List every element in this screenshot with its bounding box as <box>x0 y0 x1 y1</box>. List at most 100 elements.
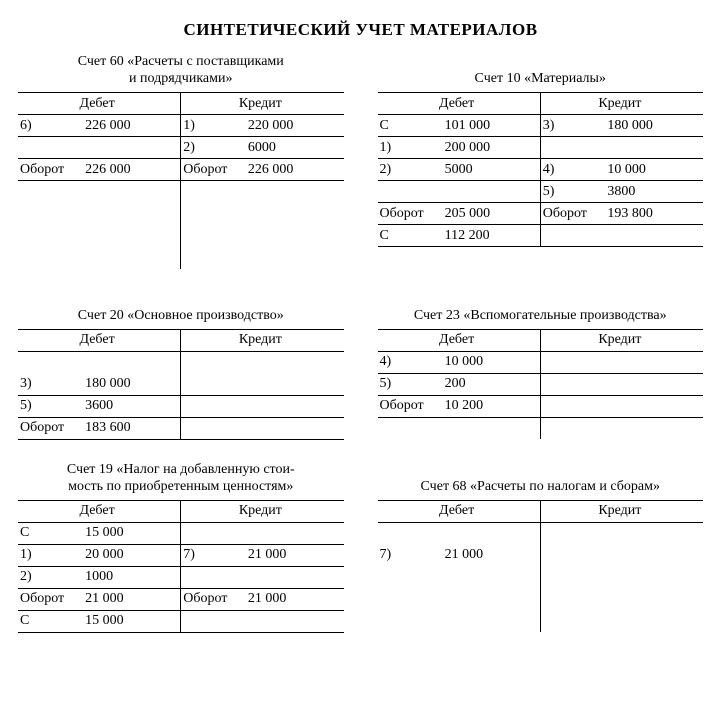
cell-amt <box>83 137 181 159</box>
cell-amt: 3600 <box>83 395 181 417</box>
cell-amt <box>246 373 344 395</box>
account-10-title: Счет 10 «Материалы» <box>378 54 704 88</box>
cell-lbl: 3) <box>540 115 605 137</box>
cell-amt <box>605 395 703 417</box>
account-60-table: Дебет Кредит 6) 226 000 1) 220 000 2) 60… <box>18 92 344 269</box>
credit-header: Кредит <box>181 93 344 115</box>
turnover-lbl: Оборот <box>540 203 605 225</box>
cell-amt <box>83 351 181 373</box>
debit-header: Дебет <box>18 329 181 351</box>
cell-amt <box>605 544 703 566</box>
cell-lbl: 7) <box>378 544 443 566</box>
turnover-lbl: Оборот <box>18 588 83 610</box>
cell-lbl: 1) <box>18 544 83 566</box>
cell-lbl <box>378 522 443 544</box>
turnover-amt: 226 000 <box>83 159 181 181</box>
cell-amt <box>246 610 344 632</box>
cell-amt <box>246 522 344 544</box>
cell-lbl <box>540 225 605 247</box>
turnover-amt: 21 000 <box>83 588 181 610</box>
cell-lbl: 3) <box>18 373 83 395</box>
balance-amt: 15 000 <box>83 610 181 632</box>
turnover-lbl: Оборот <box>18 417 83 439</box>
cell-amt <box>605 522 703 544</box>
turnover-lbl: Оборот <box>181 588 246 610</box>
cell-lbl: С <box>18 522 83 544</box>
cell-amt: 1000 <box>83 566 181 588</box>
turnover-amt: 21 000 <box>246 588 344 610</box>
cell-amt: 21 000 <box>246 544 344 566</box>
account-10-table: Дебет Кредит С 101 000 3) 180 000 1) 200… <box>378 92 704 247</box>
debit-header: Дебет <box>378 329 541 351</box>
debit-header: Дебет <box>378 93 541 115</box>
account-60-title: Счет 60 «Расчеты с поставщиками и подряд… <box>18 54 344 88</box>
turnover-amt: 193 800 <box>605 203 703 225</box>
account-68: Счет 68 «Расчеты по налогам и сборам» Де… <box>378 462 704 633</box>
cell-amt <box>443 522 541 544</box>
cell-lbl <box>181 417 246 439</box>
turnover-amt: 183 600 <box>83 417 181 439</box>
cell-lbl <box>540 544 605 566</box>
cell-amt <box>605 225 703 247</box>
credit-header: Кредит <box>181 500 344 522</box>
cell-lbl: 5) <box>540 181 605 203</box>
account-19: Счет 19 «Налог на добавленную стои- мост… <box>18 462 344 633</box>
account-23-title: Счет 23 «Вспомогательные производства» <box>378 291 704 325</box>
cell-amt: 101 000 <box>443 115 541 137</box>
cell-amt: 200 <box>443 373 541 395</box>
cell-amt: 226 000 <box>83 115 181 137</box>
cell-amt: 220 000 <box>246 115 344 137</box>
cell-lbl <box>181 395 246 417</box>
cell-amt: 3800 <box>605 181 703 203</box>
cell-lbl <box>18 351 83 373</box>
cell-lbl: 1) <box>378 137 443 159</box>
balance-lbl: С <box>378 225 443 247</box>
cell-amt <box>246 395 344 417</box>
cell-lbl <box>540 373 605 395</box>
cell-lbl: С <box>378 115 443 137</box>
account-19-table: Дебет Кредит С 15 000 1) 20 000 7) 21 00… <box>18 500 344 633</box>
account-10: Счет 10 «Материалы» Дебет Кредит С 101 0… <box>378 54 704 247</box>
turnover-lbl: Оборот <box>181 159 246 181</box>
cell-amt: 10 000 <box>443 351 541 373</box>
account-68-table: Дебет Кредит 7) 21 000 <box>378 500 704 633</box>
turnover-amt: 205 000 <box>443 203 541 225</box>
account-19-title: Счет 19 «Налог на добавленную стои- мост… <box>18 462 344 496</box>
account-20-table: Дебет Кредит 3) 180 000 5) 3600 <box>18 329 344 440</box>
cell-lbl: 2) <box>181 137 246 159</box>
cell-amt: 21 000 <box>443 544 541 566</box>
turnover-lbl: Оборот <box>378 395 443 417</box>
debit-header: Дебет <box>378 500 541 522</box>
cell-lbl: 2) <box>378 159 443 181</box>
cell-amt: 180 000 <box>605 115 703 137</box>
debit-header: Дебет <box>18 500 181 522</box>
cell-lbl <box>378 181 443 203</box>
credit-header: Кредит <box>540 329 703 351</box>
account-23-table: Дебет Кредит 4) 10 000 5) 200 Оборот 10 … <box>378 329 704 440</box>
balance-amt: 112 200 <box>443 225 541 247</box>
turnover-amt: 10 200 <box>443 395 541 417</box>
turnover-lbl: Оборот <box>378 203 443 225</box>
cell-amt <box>246 351 344 373</box>
cell-amt: 10 000 <box>605 159 703 181</box>
cell-amt <box>605 351 703 373</box>
cell-amt <box>605 373 703 395</box>
cell-lbl <box>540 522 605 544</box>
account-19-title-line2: мость по приобретенным ценностям» <box>68 479 293 494</box>
cell-lbl <box>540 395 605 417</box>
cell-lbl <box>540 351 605 373</box>
account-60-title-line2: и подрядчиками» <box>129 71 232 86</box>
accounts-grid: Счет 60 «Расчеты с поставщиками и подряд… <box>18 54 703 633</box>
account-20: Счет 20 «Основное производство» Дебет Кр… <box>18 291 344 440</box>
cell-amt: 15 000 <box>83 522 181 544</box>
balance-lbl: С <box>18 610 83 632</box>
cell-lbl: 6) <box>18 115 83 137</box>
credit-header: Кредит <box>540 93 703 115</box>
turnover-lbl: Оборот <box>18 159 83 181</box>
account-23: Счет 23 «Вспомогательные производства» Д… <box>378 291 704 440</box>
cell-lbl <box>181 351 246 373</box>
cell-lbl: 2) <box>18 566 83 588</box>
cell-amt <box>443 181 541 203</box>
cell-lbl <box>18 137 83 159</box>
account-19-title-line1: Счет 19 «Налог на добавленную стои- <box>67 462 295 477</box>
